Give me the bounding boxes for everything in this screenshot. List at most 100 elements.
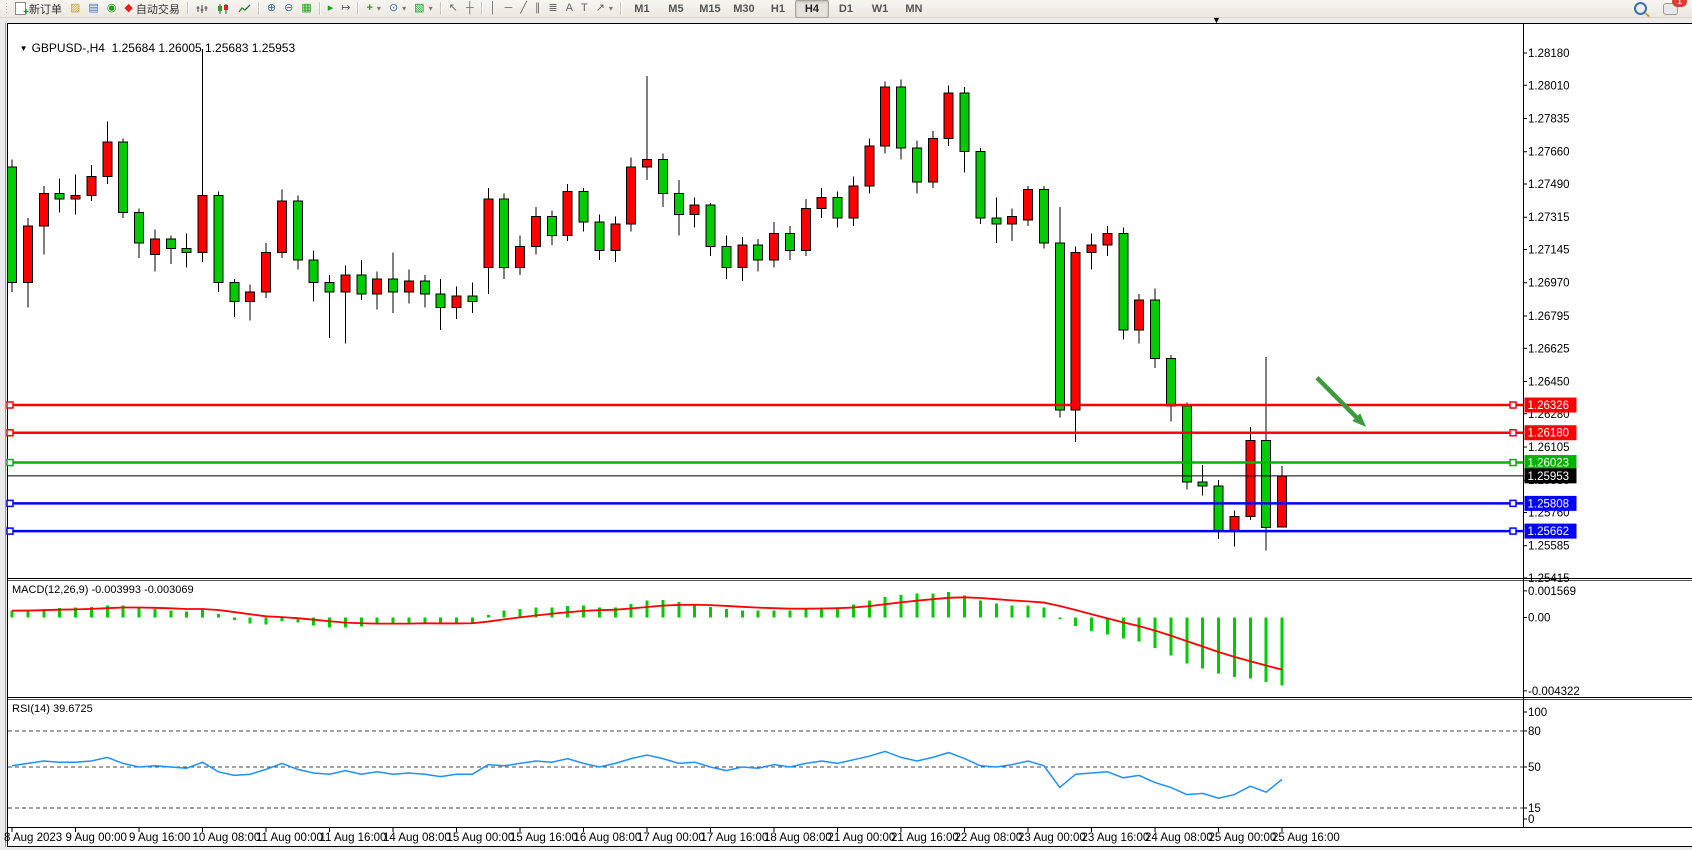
zoom-in-icon: ⊕ bbox=[266, 2, 277, 14]
rsi-pane[interactable] bbox=[11, 750, 1283, 799]
profiles-button[interactable]: ▨ bbox=[66, 0, 84, 18]
toolbar-separator bbox=[480, 2, 483, 15]
trendline-button[interactable]: ╱ bbox=[516, 0, 531, 18]
toolbar-separator bbox=[186, 2, 189, 15]
vertical-line-button[interactable]: │ bbox=[486, 0, 501, 18]
svg-text:15: 15 bbox=[1528, 803, 1541, 815]
svg-text:9 Aug 16:00: 9 Aug 16:00 bbox=[129, 832, 190, 844]
macd-axis: 0.001569 0.00 -0.004322 bbox=[1523, 586, 1580, 698]
signals-button[interactable]: ◉ bbox=[103, 0, 121, 18]
svg-text:1.27490: 1.27490 bbox=[1528, 179, 1570, 191]
arrows-button[interactable]: ↗ ▾ bbox=[592, 0, 617, 18]
svg-text:1.27835: 1.27835 bbox=[1528, 114, 1570, 126]
trendline-icon: ╱ bbox=[520, 2, 527, 14]
timeframe-button-D1[interactable]: D1 bbox=[838, 2, 853, 15]
svg-text:11 Aug 16:00: 11 Aug 16:00 bbox=[320, 832, 387, 844]
scroll-position-marker-icon[interactable]: ▼ bbox=[1212, 15, 1221, 25]
data-window-button[interactable]: ▤ bbox=[84, 0, 102, 18]
svg-text:8 Aug 2023: 8 Aug 2023 bbox=[4, 832, 62, 844]
new-order-button[interactable]: 新订单 bbox=[11, 0, 66, 18]
main-toolbar: 新订单 ▨ ▤ ◉ ◆ 自动交易 ⊕ ⊖ ▦ ▸ ↦ +▾ ⊙▾ ▧▾ ↖ ┼ … bbox=[0, 0, 1692, 18]
svg-text:18 Aug 08:00: 18 Aug 08:00 bbox=[764, 832, 832, 844]
search-icon bbox=[1634, 2, 1647, 15]
cursor-button[interactable]: ↖ bbox=[445, 0, 462, 18]
auto-scroll-icon: ▸ bbox=[327, 2, 334, 14]
macd-pane[interactable] bbox=[10, 592, 1284, 686]
chart-shift-button[interactable]: ↦ bbox=[337, 0, 354, 18]
line-chart-button[interactable] bbox=[234, 0, 255, 18]
svg-text:0.00: 0.00 bbox=[1528, 613, 1550, 625]
rsi-axis: 100 80 50 150 bbox=[1523, 707, 1547, 826]
svg-text:23 Aug 00:00: 23 Aug 00:00 bbox=[1018, 832, 1086, 844]
autotrading-icon: ◆ bbox=[124, 2, 133, 14]
toolbar-grip[interactable] bbox=[5, 2, 9, 15]
timeframe-button-MN[interactable]: MN bbox=[905, 2, 923, 15]
svg-text:22 Aug 08:00: 22 Aug 08:00 bbox=[955, 832, 1023, 844]
notification-badge: 1 bbox=[1672, 0, 1687, 7]
svg-text:15 Aug 16:00: 15 Aug 16:00 bbox=[510, 832, 578, 844]
svg-text:1.26023: 1.26023 bbox=[1528, 458, 1570, 470]
chevron-down-icon: ▾ bbox=[376, 4, 381, 13]
time-axis: 8 Aug 2023 9 Aug 00:00 9 Aug 16:00 10 Aug 0… bbox=[4, 828, 1340, 844]
periods-button[interactable]: ⊙ ▾ bbox=[385, 0, 410, 18]
bar-chart-button[interactable] bbox=[192, 0, 213, 18]
cursor-icon: ↖ bbox=[448, 2, 458, 14]
toolbar-separator bbox=[318, 2, 321, 15]
svg-text:1.25415: 1.25415 bbox=[1528, 573, 1570, 585]
svg-text:1.26180: 1.26180 bbox=[1528, 428, 1570, 440]
chevron-down-icon: ▾ bbox=[608, 4, 613, 13]
timeframe-button-M30[interactable]: M30 bbox=[733, 2, 755, 15]
zoom-in-button[interactable]: ⊕ bbox=[263, 0, 280, 18]
svg-text:15 Aug 00:00: 15 Aug 00:00 bbox=[447, 832, 515, 844]
notifications-button[interactable]: 1 bbox=[1659, 0, 1687, 18]
fibonacci-icon: ≣ bbox=[548, 2, 558, 14]
indicators-button[interactable]: + ▾ bbox=[362, 0, 384, 18]
periods-icon: ⊙ bbox=[388, 2, 399, 14]
auto-scroll-button[interactable]: ▸ bbox=[324, 0, 338, 18]
autotrading-label: 自动交易 bbox=[135, 3, 180, 16]
fibonacci-button[interactable]: ≣ bbox=[544, 0, 561, 18]
equidistant-channel-button[interactable]: ∥ bbox=[531, 0, 545, 18]
crosshair-button[interactable]: ┼ bbox=[462, 0, 478, 18]
horizontal-line-icon: ─ bbox=[504, 2, 513, 14]
timeframe-group: M1 M5 M15 M30 H1 H4 D1 W1 MN bbox=[625, 0, 931, 18]
candlestick-chart-button[interactable] bbox=[213, 0, 234, 18]
svg-text:16 Aug 08:00: 16 Aug 08:00 bbox=[574, 832, 642, 844]
price-lines-layer[interactable] bbox=[6, 401, 1523, 535]
svg-text:17 Aug 00:00: 17 Aug 00:00 bbox=[637, 832, 705, 844]
toolbar-separator bbox=[357, 2, 360, 15]
autotrading-button[interactable]: ◆ 自动交易 bbox=[120, 0, 183, 18]
trend-arrow-annotation[interactable] bbox=[1315, 376, 1367, 428]
svg-text:17 Aug 16:00: 17 Aug 16:00 bbox=[701, 832, 769, 844]
timeframe-button-M5[interactable]: M5 bbox=[668, 2, 684, 15]
candles-layer[interactable] bbox=[7, 49, 1287, 551]
templates-button[interactable]: ▧ ▾ bbox=[410, 0, 436, 18]
tile-windows-button[interactable]: ▦ bbox=[297, 0, 315, 18]
text-button[interactable]: A bbox=[562, 0, 577, 18]
templates-icon: ▧ bbox=[414, 2, 425, 14]
horizontal-line-button[interactable]: ─ bbox=[500, 0, 516, 18]
crosshair-icon: ┼ bbox=[465, 2, 474, 14]
toolbar-separator bbox=[619, 2, 622, 15]
svg-text:1.26105: 1.26105 bbox=[1528, 442, 1570, 454]
svg-text:24 Aug 08:00: 24 Aug 08:00 bbox=[1145, 832, 1213, 844]
text-label-icon: T bbox=[580, 2, 588, 14]
svg-text:1.26970: 1.26970 bbox=[1528, 278, 1570, 290]
timeframe-button-M15[interactable]: M15 bbox=[699, 2, 721, 15]
search-button[interactable] bbox=[1630, 0, 1651, 18]
zoom-out-button[interactable]: ⊖ bbox=[280, 0, 297, 18]
timeframe-button-H1[interactable]: H1 bbox=[770, 2, 785, 15]
svg-text:11 Aug 00:00: 11 Aug 00:00 bbox=[256, 832, 323, 844]
timeframe-button-W1[interactable]: W1 bbox=[871, 2, 889, 15]
price-axis: 1.28180 1.28010 1.27835 1.27660 1.27490 1.273… bbox=[1523, 48, 1577, 585]
timeframe-button-M1[interactable]: M1 bbox=[634, 2, 650, 15]
text-label-button[interactable]: T bbox=[577, 0, 592, 18]
arrows-icon: ↗ bbox=[595, 2, 605, 14]
svg-text:1.27145: 1.27145 bbox=[1528, 245, 1570, 257]
svg-text:1.28010: 1.28010 bbox=[1528, 80, 1570, 92]
svg-text:9 Aug 00:00: 9 Aug 00:00 bbox=[66, 832, 127, 844]
new-order-label: 新订单 bbox=[29, 3, 62, 16]
chevron-down-icon: ▾ bbox=[428, 4, 433, 13]
timeframe-button-H4[interactable]: H4 bbox=[794, 0, 829, 18]
